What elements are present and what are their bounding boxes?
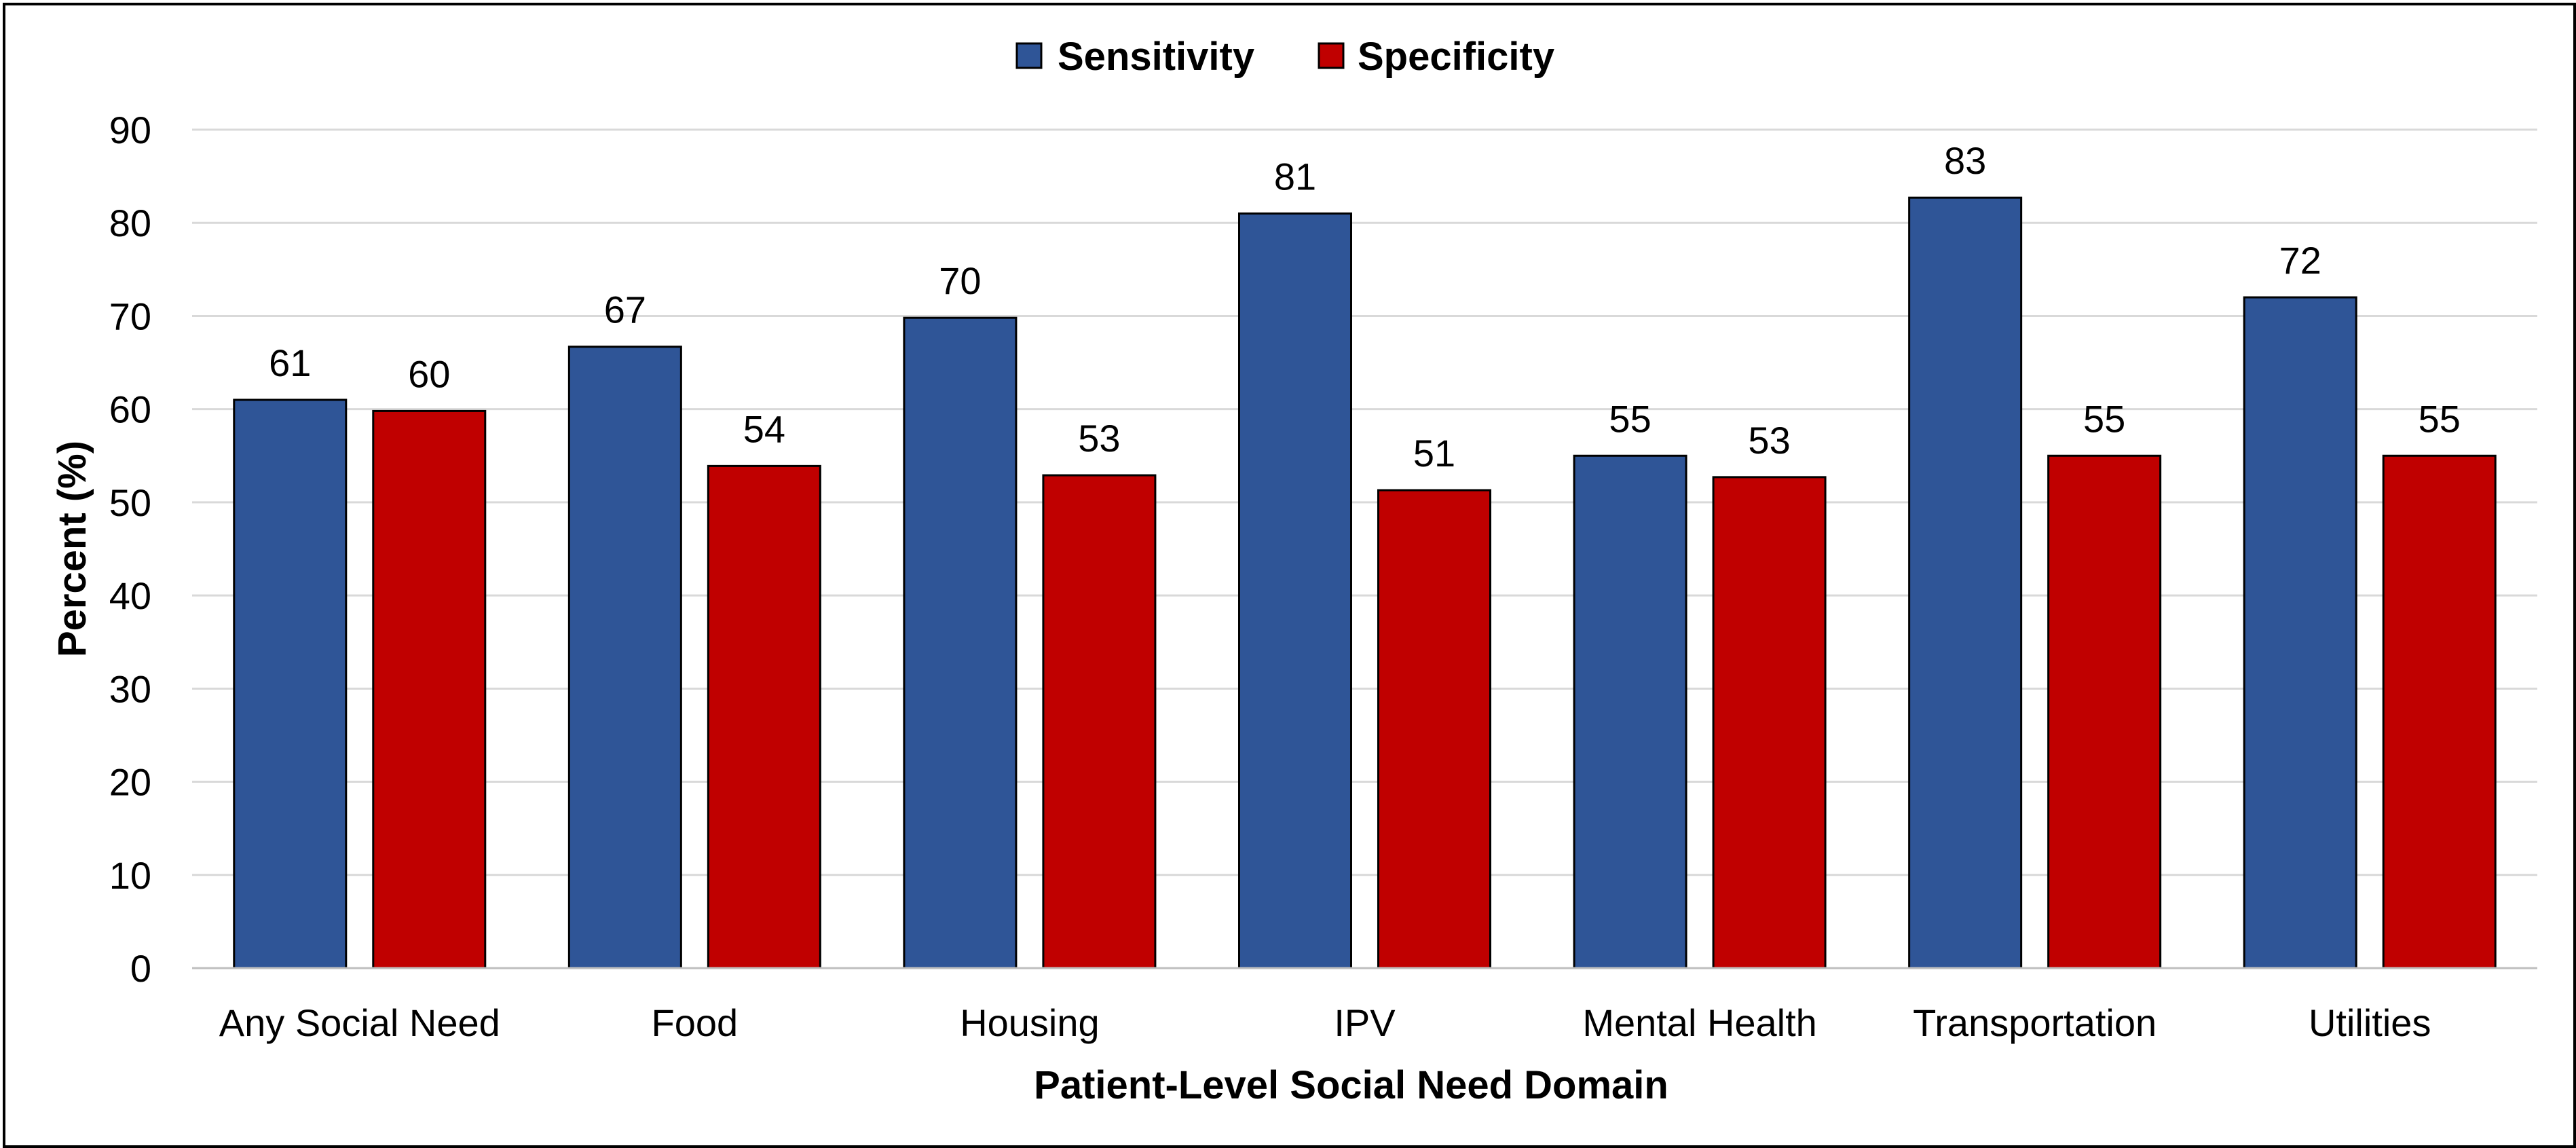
bar-sensitivity-mental-health [1573,454,1687,969]
bar-sensitivity-transportation [1908,196,2023,969]
data-label: 72 [2279,239,2321,282]
bar-sensitivity-utilities [2243,296,2357,969]
bar-sensitivity-housing [903,316,1018,969]
y-tick-label: 0 [130,947,151,990]
data-label: 61 [269,341,311,384]
legend-label-sensitivity: Sensitivity [1058,35,1254,79]
y-tick-label: 50 [109,481,151,524]
chart-frame: 0 10 20 30 40 50 60 70 80 90 61 60 67 54 70 53 81 51 55 53… [3,3,2576,1148]
bar-specificity-ipv [1377,489,1491,969]
y-tick-label: 80 [109,202,151,244]
y-tick-label: 10 [109,854,151,897]
x-axis-title: Patient-Level Social Need Domain [1034,1063,1668,1107]
data-label: 67 [604,289,646,331]
y-tick-label: 30 [109,667,151,710]
data-label: 55 [1609,397,1651,440]
data-label: 54 [743,407,785,450]
x-tick-label: IPV [1334,1001,1396,1044]
x-tick-label: Transportation [1913,1001,2157,1044]
legend-swatch-sensitivity [1015,42,1043,69]
x-tick-label: Utilities [2309,1001,2431,1044]
x-tick-label: Mental Health [1582,1001,1817,1044]
data-label: 53 [1748,419,1790,462]
bar-sensitivity-food [567,346,682,969]
y-tick-label: 70 [109,295,151,337]
data-label: 83 [1944,139,1986,182]
data-label: 51 [1413,432,1455,475]
y-tick-label: 60 [109,388,151,431]
bar-specificity-transportation [2047,454,2162,969]
y-tick-label: 20 [109,761,151,804]
legend-label-specificity: Specificity [1358,35,1554,79]
bar-sensitivity-ipv [1238,212,1352,969]
bar-chart: 0 10 20 30 40 50 60 70 80 90 61 60 67 54 70 53 81 51 55 53… [50,35,2537,1107]
data-label: 53 [1078,417,1120,460]
data-label: 60 [408,352,450,395]
bar-specificity-housing [1042,474,1157,969]
bar-specificity-any-social-need [372,409,487,969]
y-tick-label: 90 [109,109,151,151]
gridlines [192,128,2537,876]
y-tick-label: 40 [109,574,151,617]
x-tick-label: Housing [960,1001,1099,1044]
x-tick-label: Any Social Need [219,1001,500,1044]
data-labels: 61 60 67 54 70 53 81 51 55 53 83 55 72 55 [269,139,2461,475]
bars [233,196,2497,969]
data-label: 81 [1274,155,1316,198]
data-label: 55 [2083,397,2125,440]
data-label: 70 [939,259,981,302]
data-label: 55 [2419,397,2461,440]
x-tick-label: Food [652,1001,739,1044]
legend-swatch-specificity [1318,42,1345,69]
bar-specificity-food [707,464,821,969]
bar-sensitivity-any-social-need [233,399,348,969]
y-axis-ticks: 0 10 20 30 40 50 60 70 80 90 [109,109,151,990]
y-axis-title: Percent (%) [50,441,94,657]
bar-specificity-utilities [2382,454,2497,969]
x-axis-categories: Any Social Need Food Housing IPV Mental Heal… [219,1001,2431,1044]
legend: Sensitivity Specificity [1015,35,1554,79]
bar-specificity-mental-health [1712,476,1827,969]
